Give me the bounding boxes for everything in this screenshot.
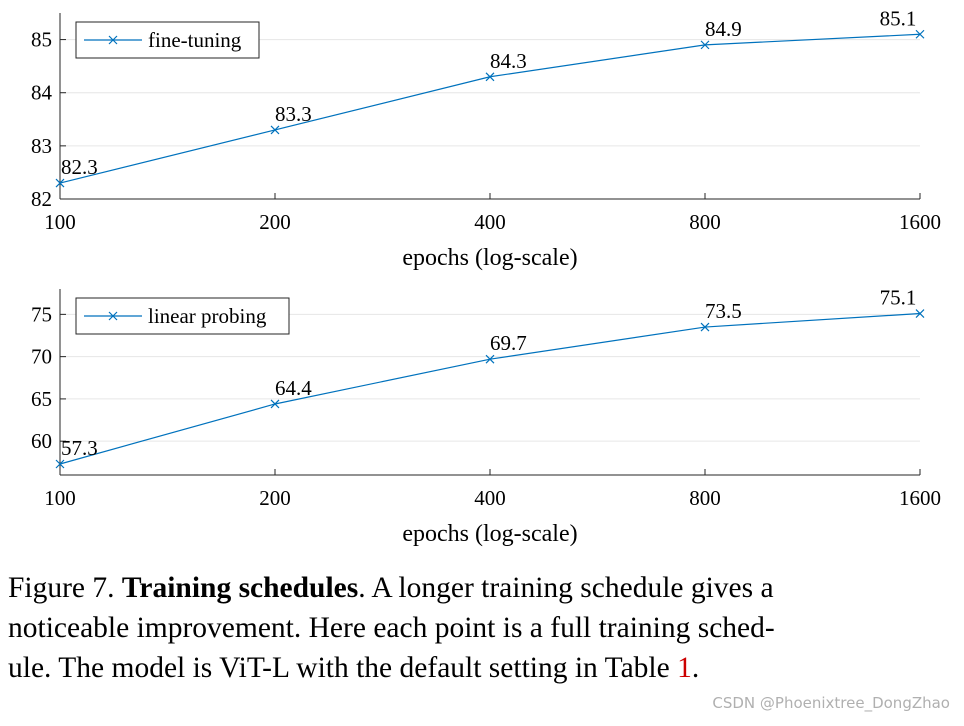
caption-line-2: noticeable improvement. Here each point … xyxy=(8,612,775,644)
y-tick-label: 83 xyxy=(31,134,52,158)
x-axis-label: epochs (log-scale) xyxy=(402,521,577,547)
data-label: 64.4 xyxy=(275,376,312,400)
x-tick-label: 400 xyxy=(474,210,506,234)
data-point-marker xyxy=(915,29,925,39)
data-point-marker xyxy=(700,322,710,332)
table-reference-link[interactable]: 1 xyxy=(677,652,692,684)
legend-marker xyxy=(108,311,118,321)
data-label: 73.5 xyxy=(705,299,742,323)
x-tick-label: 1600 xyxy=(899,210,941,234)
data-point-marker xyxy=(55,459,65,469)
data-label: 57.3 xyxy=(61,436,98,460)
caption-bold-title: Training schedules xyxy=(121,572,359,604)
data-point-marker xyxy=(915,309,925,318)
y-tick-label: 85 xyxy=(31,28,52,52)
data-label: 85.1 xyxy=(880,6,917,30)
legend-entry: fine-tuning xyxy=(148,28,242,52)
x-axis-label: epochs (log-scale) xyxy=(402,245,577,271)
legend-entry: linear probing xyxy=(148,304,267,328)
y-tick-label: 75 xyxy=(31,302,52,326)
data-label: 69.7 xyxy=(490,331,527,355)
caption-line-1: Figure 7. Training schedules. A longer t… xyxy=(8,568,954,608)
x-tick-label: 100 xyxy=(44,486,76,510)
x-tick-label: 800 xyxy=(689,486,721,510)
data-point-marker xyxy=(485,354,495,364)
data-point-marker xyxy=(700,40,710,50)
watermark: CSDN @Phoenixtree_DongZhao xyxy=(712,694,950,712)
chart-panel-2: 60 65 70 75 100 200 400 800 1600 epochs (log-scal… xyxy=(31,286,941,547)
data-label: 84.9 xyxy=(705,17,742,41)
data-point-marker xyxy=(485,72,495,82)
figure-caption: Figure 7. Training schedules. A longer t… xyxy=(8,568,954,688)
data-label: 84.3 xyxy=(490,49,527,73)
x-tick-label: 200 xyxy=(259,210,291,234)
caption-text-3: ule. The model is ViT-L with the default… xyxy=(8,652,678,684)
y-tick-label: 82 xyxy=(31,187,52,211)
caption-text-3-end: . xyxy=(691,652,700,684)
legend-marker xyxy=(108,35,118,45)
data-label: 83.3 xyxy=(275,102,312,126)
data-point-marker xyxy=(270,399,280,409)
y-tick-label: 60 xyxy=(31,429,52,453)
y-tick-label: 65 xyxy=(31,387,52,411)
data-point-marker xyxy=(270,125,280,135)
data-label: 82.3 xyxy=(61,155,98,179)
y-tick-label: 84 xyxy=(31,81,53,105)
x-tick-label: 200 xyxy=(259,486,291,510)
x-tick-label: 800 xyxy=(689,210,721,234)
caption-line-3: ule. The model is ViT-L with the default… xyxy=(8,648,954,688)
data-point-marker xyxy=(55,178,65,188)
y-tick-label: 70 xyxy=(31,345,52,369)
chart-panel-1: 82 83 84 85 100 200 400 800 1600 epochs (log-scal… xyxy=(31,6,941,271)
caption-prefix: Figure 7. xyxy=(8,572,122,604)
data-label: 75.1 xyxy=(880,286,917,310)
x-tick-label: 100 xyxy=(44,210,76,234)
x-tick-label: 1600 xyxy=(899,486,941,510)
x-tick-label: 400 xyxy=(474,486,506,510)
caption-text-1: . A longer training schedule gives a xyxy=(358,572,774,604)
